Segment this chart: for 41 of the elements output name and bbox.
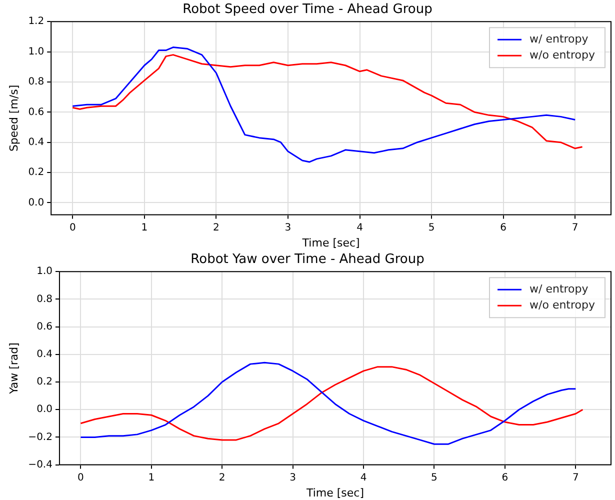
y-tick-label: 0.2 [28, 167, 44, 178]
y-tick-label: 1.0 [36, 266, 52, 278]
x-tick-label: 1 [141, 222, 148, 234]
x-tick-label: 3 [290, 472, 296, 484]
x-tick-label: 6 [500, 222, 507, 234]
x-tick-label: 2 [218, 472, 226, 484]
y-tick-label: 0.4 [36, 348, 52, 360]
x-axis-title: Time [sec] [301, 236, 360, 250]
y-tick-label: 0.8 [36, 294, 52, 305]
y-axis-title: Speed [m/s] [7, 84, 20, 152]
x-tick-label: 4 [360, 472, 367, 484]
x-tick-label: 4 [356, 222, 363, 234]
y-axis-title: Yaw [rad] [7, 342, 20, 395]
x-tick-label: 5 [431, 472, 438, 484]
x-tick-label: 0 [78, 472, 84, 484]
chart-title: Robot Speed over Time - Ahead Group [182, 2, 432, 18]
x-tick-label: 1 [148, 472, 155, 484]
y-tick-label: −0.2 [28, 432, 52, 443]
y-tick-label: 0.0 [36, 404, 52, 416]
legend-label: w/ entropy [530, 282, 589, 296]
x-tick-label: 7 [572, 472, 579, 484]
y-tick-label: 0.0 [28, 197, 44, 208]
y-tick-label: −0.4 [28, 459, 52, 470]
legend-label: w/o entropy [530, 48, 596, 62]
y-tick-label: 0.4 [28, 136, 44, 148]
chart-title: Robot Yaw over Time - Ahead Group [190, 252, 424, 268]
y-tick-label: 0.6 [28, 106, 44, 118]
y-tick-label: 0.2 [36, 376, 52, 388]
y-tick-label: 1.2 [28, 16, 44, 28]
x-tick-label: 6 [502, 472, 508, 484]
legend-label: w/ entropy [530, 32, 589, 46]
y-tick-label: 0.6 [36, 321, 52, 332]
x-axis-title: Time [sec] [305, 486, 364, 500]
y-tick-label: 1.0 [28, 46, 44, 58]
x-tick-label: 2 [213, 222, 220, 234]
x-tick-label: 7 [572, 222, 578, 234]
x-tick-label: 0 [69, 222, 76, 234]
x-tick-label: 3 [284, 222, 292, 234]
x-tick-label: 5 [428, 222, 435, 234]
legend-label: w/o entropy [530, 298, 596, 312]
y-tick-label: 0.8 [28, 76, 44, 88]
